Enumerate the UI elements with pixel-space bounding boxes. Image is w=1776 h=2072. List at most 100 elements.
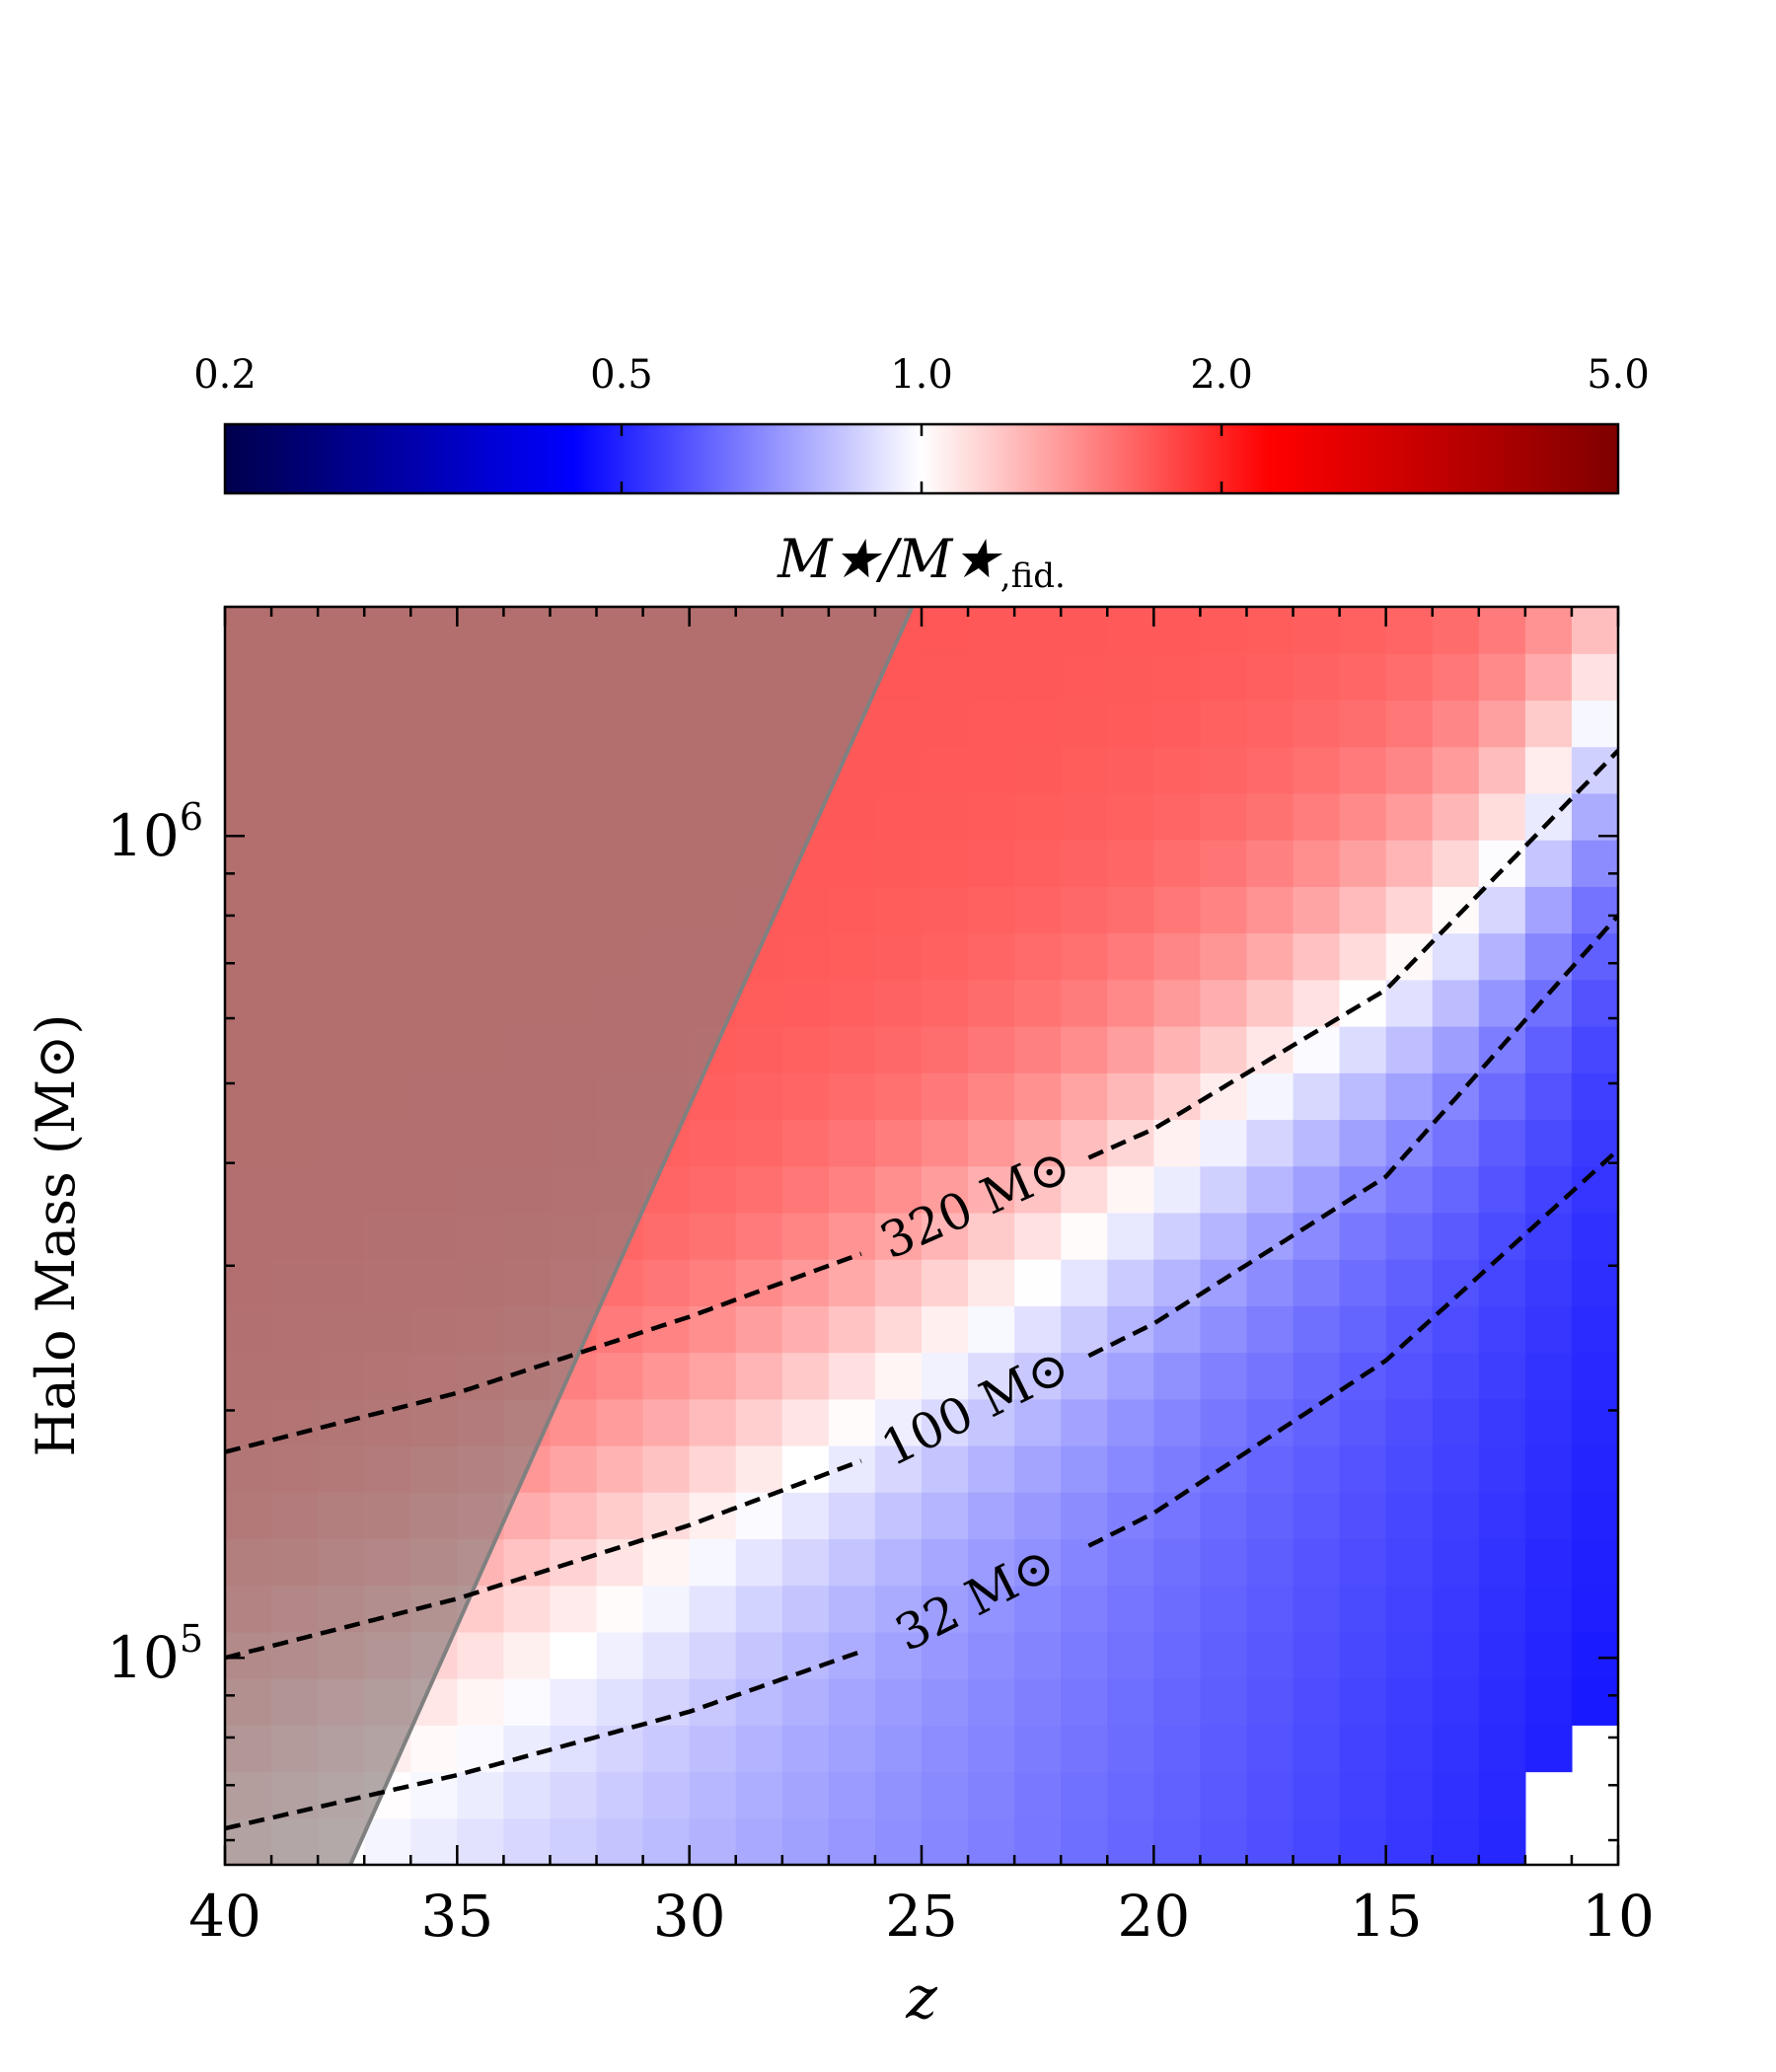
heatmap-cell [1339,1259,1387,1306]
heatmap-cell [1061,1445,1108,1493]
heatmap-cell [1246,1445,1295,1493]
heatmap-cell [1200,1538,1248,1587]
heatmap-cell [1246,1492,1295,1540]
heatmap-cell [1478,1771,1526,1819]
heatmap-cell [1246,1817,1295,1865]
heatmap-cell [1571,1585,1618,1633]
heatmap-cell [1571,1631,1618,1679]
heatmap-cell [828,792,876,841]
heatmap-cell [1293,1492,1341,1540]
heatmap-cell [1524,1026,1573,1073]
heatmap-cell [1107,1771,1154,1819]
heatmap-cell [1293,1725,1341,1773]
heatmap-cell [550,1771,598,1819]
heatmap-cell [874,1817,923,1865]
heatmap-cell [1014,1119,1062,1167]
heatmap-cell [1153,1305,1201,1354]
heatmap-cell [1061,1305,1108,1354]
heatmap-cell [828,979,876,1027]
heatmap-cell [596,1398,644,1446]
heatmap-cell [1339,1678,1387,1726]
heatmap-cell [1153,932,1201,981]
heatmap-cell [735,1445,783,1493]
heatmap-cell [1524,1631,1573,1679]
heatmap-cell [689,1212,737,1260]
heatmap-cell [781,1725,830,1773]
heatmap-cell [1200,700,1248,748]
heatmap-cell [689,1445,737,1493]
heatmap-cell [1524,1538,1573,1587]
heatmap-cell [1339,979,1387,1027]
heatmap-cell [1061,653,1108,702]
heatmap-cell [968,792,1015,841]
heatmap-cell [1339,840,1387,887]
heatmap-cell [1107,932,1154,981]
heatmap-cell [1293,1026,1341,1073]
heatmap-cell [1571,1678,1618,1726]
heatmap-cell [1432,979,1480,1027]
heatmap-cell [1339,1026,1387,1073]
heatmap-cell [1339,1073,1387,1121]
x-tick-label: 10 [1582,1883,1655,1950]
heatmap-cell [1293,653,1341,702]
heatmap-cell [642,1445,691,1493]
heatmap-cell [550,1445,598,1493]
heatmap-cell [1432,886,1480,934]
heatmap-cell [596,1538,644,1587]
heatmap-cell [828,1305,876,1354]
heatmap-cell [1293,1165,1341,1214]
heatmap-cell [874,1305,923,1354]
heatmap-cell [1432,700,1480,748]
heatmap-cell [1478,1817,1526,1865]
heatmap-cell [874,1631,923,1679]
heatmap-cell [1293,792,1341,841]
heatmap-cell [1107,1212,1154,1260]
heatmap-cell [457,1678,504,1726]
heatmap-cell [689,1119,737,1167]
heatmap-cell [828,1585,876,1633]
heatmap-cell [922,607,969,654]
heatmap-cell [1246,1119,1295,1167]
heatmap-cell [1107,607,1154,654]
heatmap-cell [1246,1305,1295,1354]
heatmap-cell [1385,1585,1434,1633]
heatmap-cell [1432,1771,1480,1819]
heatmap-cell [1432,607,1480,654]
heatmap-cell [1246,1259,1295,1306]
heatmap-cell [1200,653,1248,702]
heatmap-cell [1524,700,1573,748]
x-axis-ticks: 40 35 30 25 20 15 10 [188,607,1655,1950]
heatmap-cell [781,1119,830,1167]
heatmap-cell [1571,1398,1618,1446]
heatmap-cell [1153,979,1201,1027]
colorbar-tick-label: 0.5 [590,352,653,398]
heatmap-cell [596,1492,644,1540]
heatmap-cell [1200,1305,1248,1354]
heatmap-cell [1246,886,1295,934]
heatmap-cell [828,1445,876,1493]
colorbar-tick-label: 1.0 [890,352,953,398]
heatmap-cell [1293,932,1341,981]
heatmap-cell [642,1725,691,1773]
heatmap-cell [1200,1398,1248,1446]
heatmap-cell [1524,1492,1573,1540]
heatmap-cell [1153,1073,1201,1121]
heatmap-cell [1524,932,1573,981]
heatmap-cell [689,1631,737,1679]
heatmap-cell [968,1073,1015,1121]
heatmap-cell [1339,1398,1387,1446]
heatmap-cell [689,1398,737,1446]
heatmap-cell [1524,979,1573,1027]
heatmap-cell [781,1538,830,1587]
heatmap-cell [1107,1352,1154,1400]
heatmap-cell [1385,1445,1434,1493]
heatmap-cell [1385,1026,1434,1073]
heatmap-cell [1385,932,1434,981]
heatmap-cell [828,932,876,981]
colorbar-tick-label: 2.0 [1190,352,1253,398]
heatmap-cell [1200,1678,1248,1726]
heatmap-cell [1014,1212,1062,1260]
heatmap-cell [1014,1678,1062,1726]
heatmap-cell [1153,653,1201,702]
heatmap-cell [1246,1725,1295,1773]
